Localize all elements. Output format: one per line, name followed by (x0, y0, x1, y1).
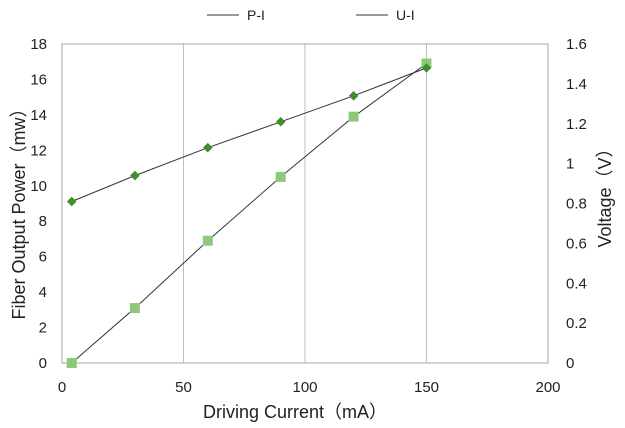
y-left-tick-label: 4 (39, 284, 47, 301)
legend-label-u-i: U-I (396, 7, 415, 23)
data-point-p-i (66, 358, 77, 368)
y-right-tick-label: 0.6 (566, 235, 587, 252)
y-left-tick-label: 14 (30, 107, 47, 124)
y-right-tick-label: 0.4 (566, 275, 587, 292)
x-tick-label: 200 (535, 379, 560, 396)
y-right-tick-label: 1.4 (566, 76, 587, 93)
y-right-tick-label: 0.8 (566, 196, 587, 213)
data-point-u-i (275, 116, 286, 127)
y-right-tick-label: 1.6 (566, 36, 587, 53)
series-line-u-i (71, 67, 427, 202)
data-point-u-i (66, 196, 77, 207)
y-right-tick-label: 1 (566, 156, 574, 173)
data-point-u-i (348, 91, 359, 101)
y-right-tick-label: 1.2 (566, 116, 587, 133)
x-tick-label: 50 (175, 379, 192, 396)
tick-labels: 0 50 100 150 200 0 2 4 6 8 10 12 14 16 18 0 0.2 0.4 0.6 0.8… (30, 36, 587, 396)
y-left-tick-label: 12 (30, 142, 47, 159)
y-left-tick-label: 10 (30, 178, 47, 195)
data-point-u-i (421, 63, 432, 73)
legend: P-I U-I (207, 7, 415, 23)
y-axis-left-title: Fiber Output Power（mw） (9, 99, 29, 319)
data-point-p-i (129, 303, 140, 314)
y-left-tick-label: 6 (39, 249, 47, 266)
series-layer (66, 58, 432, 368)
y-left-tick-label: 18 (30, 36, 47, 53)
x-tick-label: 150 (414, 379, 439, 396)
y-left-tick-label: 2 (39, 320, 47, 337)
x-axis-title: Driving Current（mA） (203, 402, 387, 422)
y-axis-right-title: Voltage（V） (595, 139, 615, 247)
legend-label-p-i: P-I (247, 7, 265, 23)
chart-grid (183, 44, 427, 363)
y-left-tick-label: 0 (39, 355, 47, 372)
series-line-p-i (71, 63, 427, 364)
data-point-u-i (203, 142, 213, 153)
y-right-tick-label: 0.2 (566, 315, 587, 332)
y-right-tick-label: 0 (566, 355, 574, 372)
data-point-p-i (275, 171, 286, 182)
y-left-tick-label: 8 (39, 213, 47, 230)
x-tick-label: 0 (58, 379, 66, 396)
x-tick-label: 100 (292, 379, 317, 396)
plot-area-frame (61, 43, 549, 364)
data-point-p-i (202, 235, 213, 246)
data-point-p-i (348, 111, 359, 122)
data-point-u-i (130, 170, 140, 181)
y-left-tick-label: 16 (30, 71, 47, 88)
